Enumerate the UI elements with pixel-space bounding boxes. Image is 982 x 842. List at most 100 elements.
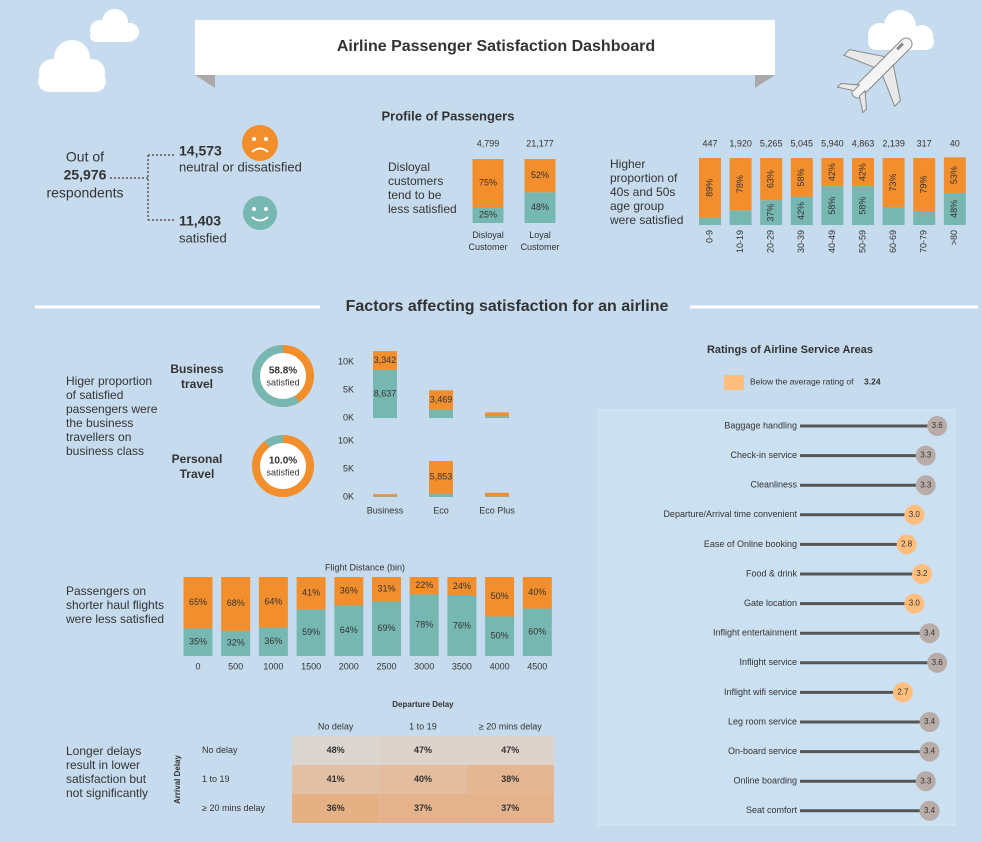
data-label: 69% xyxy=(377,623,395,633)
heat-cell xyxy=(292,736,380,765)
banner xyxy=(195,20,775,75)
data-label: 89% xyxy=(704,179,714,197)
data-label: 78% xyxy=(735,175,745,193)
bar-segment xyxy=(699,158,721,218)
heat-cell xyxy=(379,736,467,765)
lollipop-dot xyxy=(919,712,940,732)
data-label: 3,342 xyxy=(374,355,397,365)
bar-segment xyxy=(943,157,966,193)
data-label: 64% xyxy=(264,597,282,607)
data-label: 31% xyxy=(377,584,395,594)
bar-segment xyxy=(472,159,504,207)
total-label: 1,920 xyxy=(729,138,752,148)
category-label: Ease of Online booking xyxy=(704,539,797,549)
x-tick-label: Disloyal Customer xyxy=(468,230,508,252)
bar-segment xyxy=(729,158,752,211)
bar-segment xyxy=(429,390,453,410)
legend-threshold: 3.24 xyxy=(864,376,881,386)
cell-label: 37% xyxy=(501,803,519,813)
bar-segment xyxy=(852,158,874,187)
x-tick-label: 70-79 xyxy=(919,230,929,253)
category-label: Gate location xyxy=(744,598,797,608)
data-label: 42% xyxy=(827,163,837,181)
dissatisfied-count: 14,573 xyxy=(179,143,222,159)
x-tick-label: 4000 xyxy=(490,661,510,671)
bracket xyxy=(110,154,175,221)
satisfied-label: satisfied xyxy=(179,230,227,245)
bar-segment xyxy=(524,192,556,223)
data-label: 60% xyxy=(528,627,546,637)
note: Longer delays result in lower satisfacti… xyxy=(66,744,149,800)
category-label: Check-in service xyxy=(730,450,797,460)
data-label: 37% xyxy=(766,204,776,222)
bar-segment xyxy=(699,217,721,225)
total-label: 4,863 xyxy=(852,138,875,148)
lollipop-dot xyxy=(896,534,917,555)
data-label: 36% xyxy=(340,586,358,596)
bar-segment xyxy=(183,577,213,629)
x-tick-label: Eco xyxy=(433,505,449,515)
data-label: 2.7 xyxy=(897,688,909,697)
heat-cell xyxy=(379,765,467,794)
legend-swatch xyxy=(724,375,744,390)
y-tick-label: 10K xyxy=(338,436,354,446)
data-label: 5,853 xyxy=(430,472,453,482)
data-label: 50% xyxy=(491,591,509,601)
total-label: 2,139 xyxy=(882,138,905,148)
bar-segment xyxy=(372,601,401,656)
data-label: 68% xyxy=(227,598,245,608)
data-label: 3.3 xyxy=(920,480,932,489)
row-header: 1 to 19 xyxy=(202,774,230,784)
donut-value: 10.0% xyxy=(269,456,297,467)
data-label: 22% xyxy=(415,580,433,590)
data-label: 35% xyxy=(189,637,207,647)
category-label: Baggage handling xyxy=(724,420,797,430)
bar-segment xyxy=(943,192,966,225)
bar-segment xyxy=(409,577,439,595)
legend-label: Below the average rating of xyxy=(750,376,854,386)
cell-label: 38% xyxy=(501,774,519,784)
bar-segment xyxy=(913,158,936,211)
summary-suffix: respondents xyxy=(46,185,123,201)
bar-segment xyxy=(183,628,213,656)
data-label: 3.4 xyxy=(924,717,936,726)
total-label: 21,177 xyxy=(526,138,554,148)
bar-segment xyxy=(429,493,453,497)
bar-segment xyxy=(447,595,477,656)
lollipop-dot xyxy=(927,652,948,673)
category-label: Cleanliness xyxy=(750,480,797,490)
data-label: 3.6 xyxy=(932,421,944,430)
bar-segment xyxy=(821,186,844,225)
data-label: 79% xyxy=(919,175,929,193)
bar-segment xyxy=(522,577,552,609)
cloud xyxy=(38,40,106,92)
x-tick-label: 2500 xyxy=(376,661,396,671)
data-label: 3.4 xyxy=(924,747,936,756)
heat-cell xyxy=(292,765,380,794)
x-tick-label: 20-29 xyxy=(766,230,776,253)
category-label: Leg room service xyxy=(728,716,797,726)
cell-label: 48% xyxy=(327,745,345,755)
y-tick-label: 10K xyxy=(338,357,354,367)
dissatisfied-label: neutral or dissatisfied xyxy=(179,159,302,174)
category-label: On-board service xyxy=(728,746,797,756)
data-label: 2.8 xyxy=(901,540,913,549)
data-label: 65% xyxy=(189,597,207,607)
sad-face xyxy=(242,125,278,161)
data-label: 48% xyxy=(531,202,549,212)
note: Higer proportion of satisfied passengers… xyxy=(66,374,158,458)
bar-segment xyxy=(790,158,813,197)
x-tick-label: 3500 xyxy=(452,661,472,671)
lollipop-dot xyxy=(927,416,948,436)
y-axis-title: Arrival Delay xyxy=(173,754,182,803)
bar-segment xyxy=(447,577,477,596)
bar-segment xyxy=(296,577,326,610)
x-tick-label: 3000 xyxy=(414,661,434,671)
lollipop-dot xyxy=(915,771,936,792)
cell-label: 41% xyxy=(327,774,345,784)
bar-segment xyxy=(852,186,874,225)
data-label: 78% xyxy=(415,620,433,630)
bar-segment xyxy=(485,496,509,497)
x-tick-label: 60-69 xyxy=(888,230,898,253)
